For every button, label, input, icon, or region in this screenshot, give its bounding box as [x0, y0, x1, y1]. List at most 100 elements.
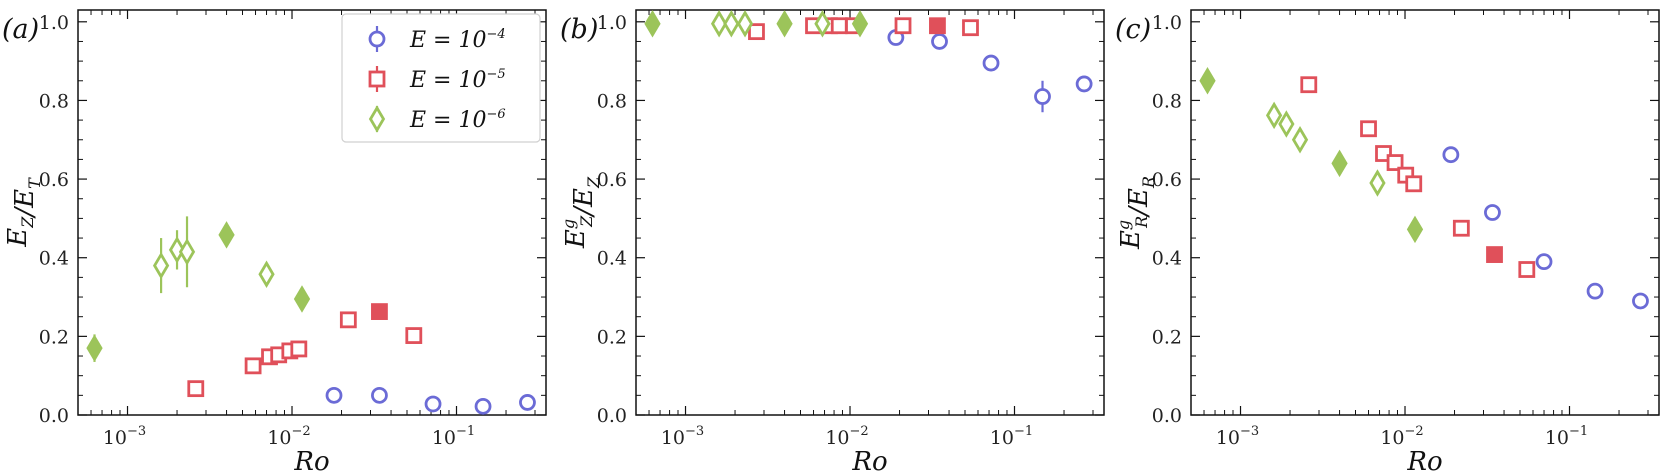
data-point: [1265, 101, 1283, 130]
data-point: [1300, 76, 1318, 94]
data-point: [371, 386, 388, 404]
series-E4: [1442, 146, 1649, 310]
data-point: [723, 10, 740, 38]
data-point: [1199, 67, 1216, 95]
legend-label: E = 10−6: [409, 107, 506, 133]
y-tick-label: 0.6: [597, 169, 627, 191]
data-point: [218, 221, 235, 249]
y-tick-label: 0.4: [597, 248, 627, 270]
y-tick-label: 0.8: [1152, 90, 1182, 112]
data-point: [894, 17, 912, 35]
data-point: [1586, 282, 1604, 300]
x-tick-label: 10−3: [661, 424, 704, 449]
x-axis-label: Ro: [1406, 447, 1442, 475]
data-point: [519, 394, 536, 411]
y-tick-label: 0.6: [39, 169, 69, 191]
data-point: [371, 303, 388, 320]
x-tick-label: 10−3: [1216, 424, 1259, 449]
data-point: [1484, 204, 1501, 221]
data-point: [290, 340, 308, 358]
plot-frame: [1190, 9, 1660, 416]
panel-label: (b): [560, 14, 598, 45]
data-point: [293, 285, 311, 313]
data-point: [1486, 246, 1503, 263]
data-point: [1034, 88, 1051, 105]
data-point: [736, 10, 754, 38]
data-point: [1452, 219, 1470, 237]
panel-label: (c): [1115, 14, 1151, 45]
data-point: [929, 17, 946, 35]
y-axis-label: EgR/ER: [1114, 176, 1158, 250]
series-E6: [644, 10, 869, 38]
data-point: [776, 10, 793, 38]
data-point: [644, 10, 661, 38]
data-point: [187, 380, 205, 398]
y-tick-label: 0.0: [39, 405, 69, 427]
data-point: [178, 238, 196, 266]
data-point: [258, 260, 275, 288]
y-tick-label: 0.4: [39, 248, 69, 270]
series-E5: [1300, 76, 1536, 278]
x-tick-label: 10−1: [432, 424, 475, 449]
data-point: [152, 251, 170, 280]
data-point: [1442, 146, 1460, 164]
y-tick-label: 0.2: [39, 326, 69, 348]
legend-marker: [368, 30, 386, 48]
legend-label: E = 10−4: [409, 27, 506, 53]
panel-b: 0.0 0.2 0.4 0.6 0.8 1.0 10−3 10−2 10−1 Ro EgZ/EZ (b…: [559, 9, 1105, 475]
data-point: [931, 33, 948, 50]
data-point: [814, 10, 831, 38]
series-E6: [1199, 67, 1424, 244]
y-tick-label: 0.2: [1152, 326, 1182, 348]
series-E5: [187, 303, 423, 398]
y-tick-label: 0.4: [1152, 248, 1182, 270]
x-axis-label: Ro: [293, 447, 329, 475]
data-point: [851, 10, 869, 38]
panel-label: (a): [2, 14, 39, 45]
plot-frame: [635, 9, 1105, 416]
x-tick-label: 10−2: [825, 424, 868, 449]
data-point: [474, 397, 492, 415]
data-point: [1369, 169, 1386, 197]
data-point: [325, 386, 343, 404]
series-E4: [887, 29, 1093, 113]
data-point: [1406, 215, 1424, 244]
data-point: [962, 19, 979, 37]
y-tick-label: 0.2: [597, 326, 627, 348]
data-point: [1535, 253, 1553, 271]
data-point: [339, 311, 357, 329]
x-tick-label: 10−3: [103, 424, 146, 449]
data-point: [748, 23, 765, 41]
data-point: [1518, 261, 1536, 278]
data-point: [1331, 149, 1348, 178]
x-tick-label: 10−1: [1545, 424, 1588, 449]
series-E6: [86, 216, 311, 362]
data-point: [1075, 75, 1093, 93]
y-tick-label: 1.0: [597, 12, 627, 34]
data-point: [710, 10, 728, 38]
data-point: [1405, 175, 1423, 193]
y-axis-label: EgZ/EZ: [559, 176, 603, 249]
data-point: [244, 357, 262, 375]
y-tick-label: 0.8: [39, 90, 69, 112]
plot-frame: [77, 9, 547, 416]
data-point: [86, 334, 103, 362]
legend-box: [341, 13, 541, 143]
x-tick-label: 10−2: [1380, 424, 1423, 449]
data-point: [168, 236, 186, 264]
y-tick-label: 0.8: [597, 90, 627, 112]
data-point: [1386, 154, 1404, 171]
x-tick-label: 10−1: [990, 424, 1033, 449]
y-tick-label: 0.0: [1152, 405, 1182, 427]
data-point: [1278, 110, 1295, 138]
data-point: [1632, 292, 1649, 310]
data-point: [982, 54, 1000, 72]
legend-marker: [368, 105, 386, 133]
y-tick-label: 0.0: [597, 405, 627, 427]
y-axis-label: EZ/ET: [3, 177, 44, 248]
data-point: [830, 17, 848, 35]
data-point: [1360, 120, 1377, 138]
panel-a: 0.0 0.2 0.4 0.6 0.8 1.0 10−3 10−2 10−1 Ro EZ/ET (a)…: [2, 9, 547, 475]
y-tick-label: 0.6: [1152, 169, 1182, 191]
